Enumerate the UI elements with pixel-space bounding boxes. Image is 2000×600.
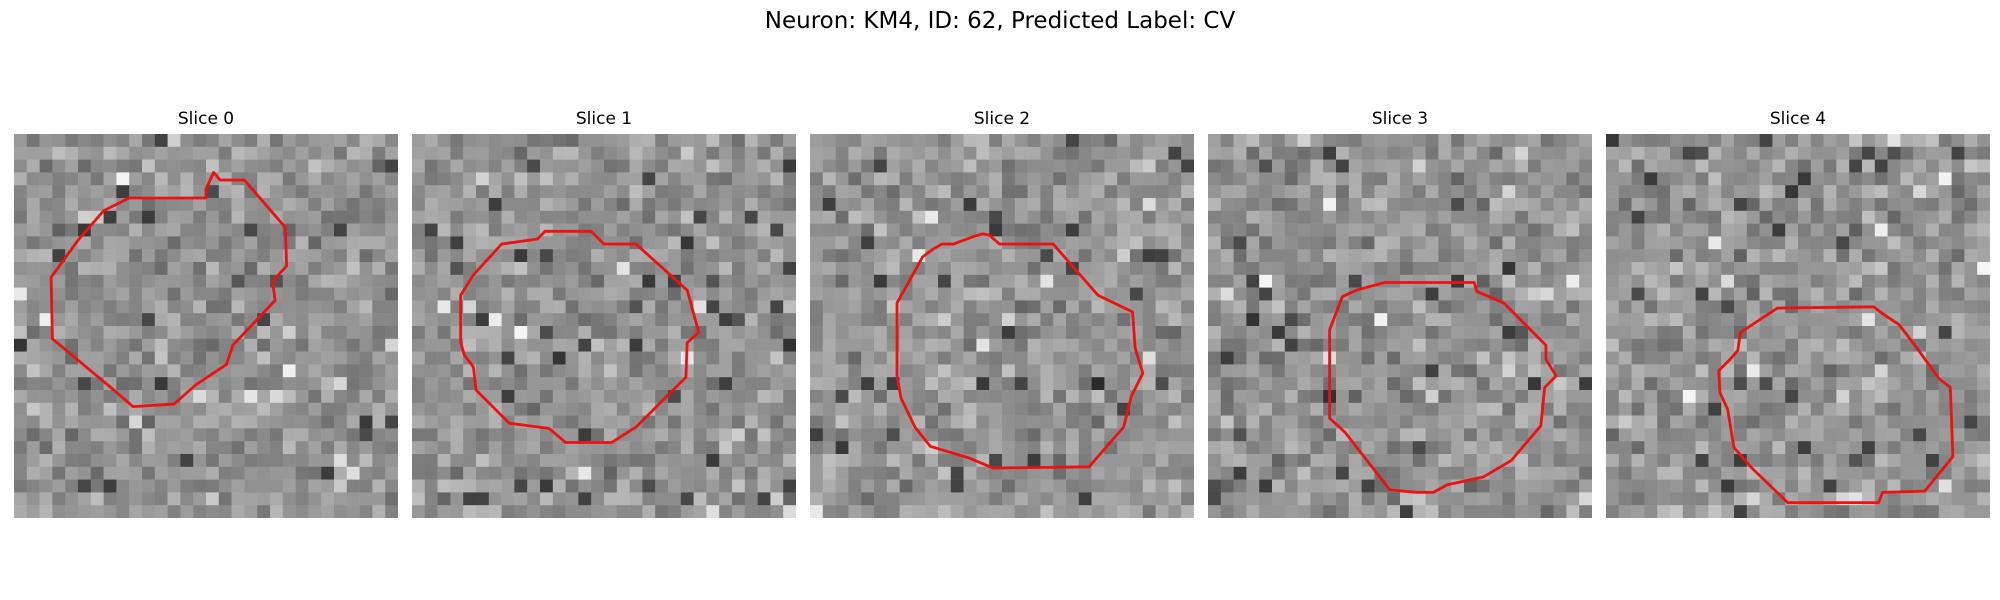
pixel-grid (1208, 134, 1592, 518)
slice-title: Slice 3 (1371, 109, 1429, 129)
slice-title: Slice 4 (1769, 109, 1827, 129)
slice-image-1 (412, 134, 796, 518)
slice-image-3 (1208, 134, 1592, 518)
roi-contour (895, 232, 1145, 470)
slice-title: Slice 1 (575, 109, 633, 129)
slice-title: Slice 2 (973, 109, 1031, 129)
slice-image-0 (14, 134, 398, 518)
pixel-grid (810, 134, 1194, 518)
slice-title: Slice 0 (177, 109, 235, 129)
pixel-grid (412, 134, 796, 518)
slice-image-2 (810, 134, 1194, 518)
roi-contour (49, 170, 289, 409)
slice-image-4 (1606, 134, 1990, 518)
pixel-grid (1606, 134, 1990, 518)
figure-title: Neuron: KM4, ID: 62, Predicted Label: CV (764, 8, 1236, 34)
roi-contour (1328, 281, 1558, 494)
roi-contour (1717, 305, 1955, 505)
roi-contour (459, 229, 701, 444)
